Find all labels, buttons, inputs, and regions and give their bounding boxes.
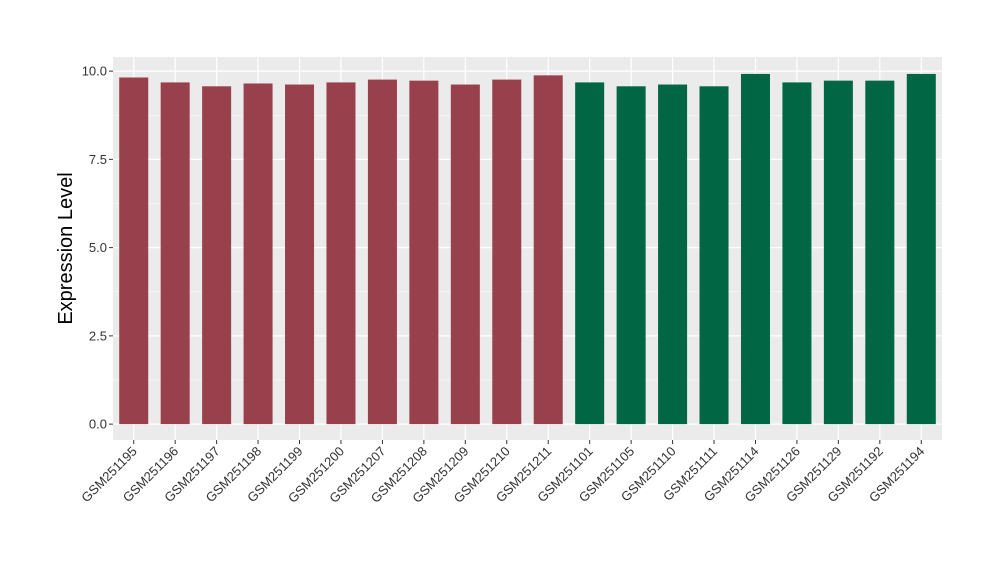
- bar-GSM251209: [450, 84, 480, 425]
- y-tick-label: 10.0: [82, 64, 107, 79]
- bar-GSM251210: [492, 79, 522, 425]
- bar-GSM251200: [326, 82, 356, 425]
- y-axis: 0.0 2.5 5.0 7.5 10.0: [82, 64, 113, 432]
- bar-GSM251192: [865, 80, 895, 425]
- bar-GSM251110: [658, 84, 688, 425]
- y-tick-label: 0.0: [89, 417, 107, 432]
- plot-panel: [113, 57, 942, 440]
- y-axis-label: Expression Level: [55, 172, 77, 324]
- bars: [119, 73, 936, 425]
- y-tick-label: 7.5: [89, 152, 107, 167]
- bar-GSM251126: [782, 82, 812, 425]
- bar-GSM251199: [285, 84, 315, 425]
- bar-GSM251101: [575, 82, 605, 425]
- bar-GSM251111: [699, 86, 729, 425]
- bar-GSM251211: [533, 75, 563, 425]
- bar-GSM251207: [367, 79, 397, 425]
- bar-GSM251198: [243, 83, 273, 425]
- y-tick-label: 2.5: [89, 328, 107, 343]
- bar-GSM251208: [409, 80, 439, 425]
- bar-GSM251105: [616, 86, 646, 425]
- bar-GSM251129: [823, 80, 853, 425]
- bar-GSM251195: [119, 77, 149, 425]
- bar-GSM251114: [740, 73, 770, 425]
- bar-GSM251196: [160, 82, 190, 425]
- bar-GSM251197: [202, 86, 232, 425]
- x-axis: GSM251195GSM251196GSM251197GSM251198GSM2…: [78, 440, 927, 506]
- bar-GSM251194: [906, 73, 936, 425]
- y-tick-label: 5.0: [89, 240, 107, 255]
